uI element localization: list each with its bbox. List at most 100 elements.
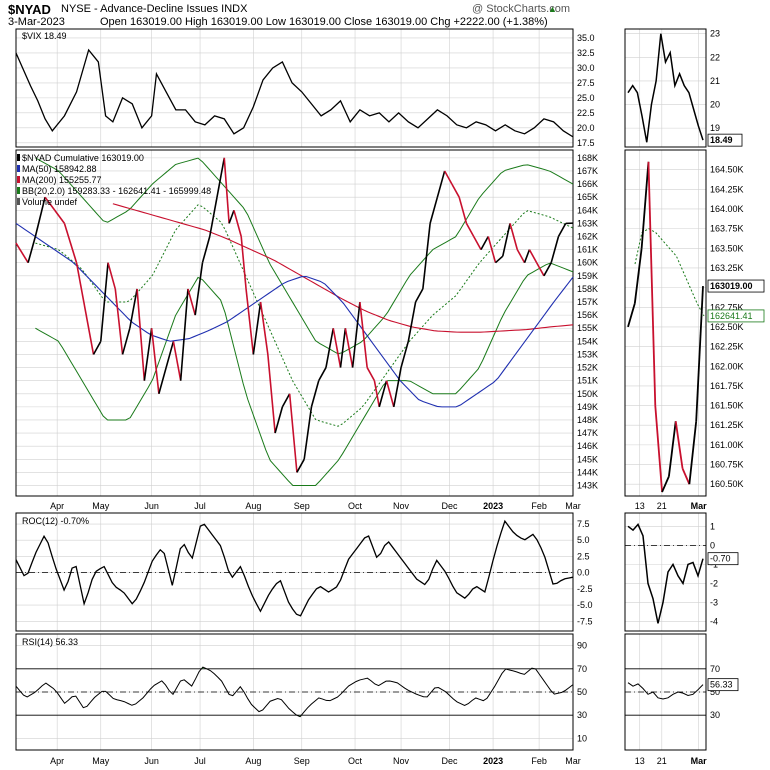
- y-tick-label: 156K: [577, 310, 598, 320]
- zoom-y-tick-label: 161.50K: [710, 401, 744, 411]
- y-tick-label: 30: [577, 710, 587, 720]
- nyad-price-segment: [487, 236, 497, 263]
- y-tick-label: 151K: [577, 376, 598, 386]
- nyad-price-segment: [158, 367, 167, 394]
- y-tick-label: 35.0: [577, 33, 595, 43]
- watermark: @ StockCharts.com: [472, 3, 570, 15]
- bottom-x-tick-label: Apr: [50, 756, 64, 766]
- zoom-y-tick-label: 1: [710, 521, 715, 531]
- zoom-y-tick-label: 161.00K: [710, 440, 744, 450]
- nyad-price-segment: [228, 210, 235, 224]
- nyad-price-segment: [107, 262, 117, 290]
- vix-zoom-line: [627, 33, 704, 143]
- nyad-price-segment: [296, 458, 305, 473]
- nyad-legend-item: BB(20,2.0) 159283.33 - 162641.41 - 16599…: [22, 186, 211, 196]
- zoom-price-segment: [647, 161, 657, 406]
- zoom-price-segment: [661, 475, 670, 493]
- nyad-price-segment: [129, 288, 138, 329]
- ohlc-summary: Open 163019.00 High 163019.00 Low 163019…: [100, 16, 548, 28]
- nyad-price-segment: [34, 196, 46, 237]
- y-tick-label: 165K: [577, 192, 598, 202]
- nyad-price-segment: [339, 328, 347, 368]
- nyad-price-segment: [252, 301, 262, 355]
- zoom-y-tick-label: -3: [710, 597, 718, 607]
- y-tick-label: 5.0: [577, 535, 590, 545]
- zoom-y-tick-label: 163.50K: [710, 243, 744, 253]
- nyad-price-segment: [451, 183, 460, 198]
- nyad-panel-frame: [15, 149, 574, 497]
- nyad-price-segment: [509, 223, 519, 250]
- x-tick-label: Sep: [294, 501, 310, 511]
- nyad-price-segment: [92, 340, 102, 355]
- nyad-price-segment: [259, 301, 269, 355]
- nyad-price-segment: [344, 328, 354, 368]
- zoom-y-tick-label: 162.25K: [710, 342, 744, 352]
- nyad-price-segment: [150, 328, 160, 394]
- nyad-price-segment: [501, 223, 511, 257]
- bottom-x-tick-label: May: [92, 756, 110, 766]
- date-label: 3-Mar-2023: [8, 16, 65, 28]
- y-tick-label: 30.0: [577, 63, 595, 73]
- vix-last-value-label: 18.49: [710, 135, 733, 145]
- zoom-price-segment: [695, 285, 704, 422]
- nyad-last-value-label: 163019.00: [710, 281, 753, 291]
- zoom-y-tick-label: 0: [710, 540, 715, 550]
- zoom-y-tick-label: 20: [710, 100, 720, 110]
- vix-zoom-frame: [624, 28, 707, 148]
- nyad-legend-item: MA(50) 158942.88: [22, 164, 97, 174]
- nyad-price-segment: [318, 367, 327, 382]
- nyad-price-segment: [172, 341, 182, 381]
- zoom-price-segment: [654, 405, 663, 493]
- y-tick-label: 147K: [577, 428, 598, 438]
- nyad-price-segment: [274, 406, 284, 434]
- y-tick-label: 162K: [577, 232, 598, 242]
- nyad-price-segment: [494, 255, 504, 264]
- zoom-y-tick-label: 30: [710, 710, 720, 720]
- y-tick-label: 154K: [577, 336, 598, 346]
- ma50-line: [15, 222, 574, 408]
- nyad-price-segment: [359, 301, 368, 368]
- nyad-price-segment: [281, 393, 291, 408]
- zoom-price-segment: [668, 421, 677, 477]
- nyad-price-segment: [143, 328, 153, 381]
- nyad-price-segment: [75, 262, 85, 303]
- y-tick-label: 7.5: [577, 519, 590, 529]
- zoom-y-tick-label: 19: [710, 123, 720, 133]
- nyad-legend-item: $NYAD Cumulative 163019.00: [22, 153, 144, 163]
- zoom-y-tick-label: 162.50K: [710, 322, 744, 332]
- zoom-y-tick-label: 70: [710, 664, 720, 674]
- y-tick-label: 144K: [577, 467, 598, 477]
- nyad-price-segment: [465, 223, 475, 237]
- zoom-price-segment: [688, 421, 698, 485]
- nyad-price-segment: [233, 210, 242, 237]
- vix-panel-frame: [15, 28, 574, 148]
- zoom-y-tick-label: 164.50K: [710, 165, 744, 175]
- legend-swatch: [17, 187, 20, 194]
- nyad-price-segment: [535, 262, 545, 277]
- y-tick-label: 161K: [577, 245, 598, 255]
- legend-swatch: [17, 165, 20, 172]
- y-tick-label: 2.5: [577, 551, 590, 561]
- y-tick-label: 17.5: [577, 138, 595, 148]
- zoom-y-tick-label: 21: [710, 76, 720, 86]
- y-tick-label: -7.5: [577, 616, 593, 626]
- nyad-price-segment: [443, 170, 453, 185]
- zoom-y-tick-label: 163.75K: [710, 224, 744, 234]
- roc-zoom-frame: [624, 512, 707, 632]
- y-tick-label: 20.0: [577, 123, 595, 133]
- zoom-price-segment: [627, 303, 636, 328]
- y-tick-label: 70: [577, 664, 587, 674]
- nyad-price-segment: [288, 393, 298, 473]
- legend-swatch: [17, 154, 20, 161]
- bottom-x-tick-label: Dec: [441, 756, 458, 766]
- roc-legend: ROC(12) -0.70%: [22, 516, 89, 526]
- zoom-y-tick-label: -4: [710, 616, 718, 626]
- y-tick-label: 27.5: [577, 78, 595, 88]
- roc-panel-frame: [15, 512, 574, 632]
- rsi-last-value-box: [707, 678, 739, 692]
- nyad-price-segment: [99, 262, 109, 342]
- nyad-price-segment: [54, 209, 66, 224]
- nyad-price-segment: [550, 236, 560, 263]
- zoom-y-tick-label: 164.25K: [710, 184, 744, 194]
